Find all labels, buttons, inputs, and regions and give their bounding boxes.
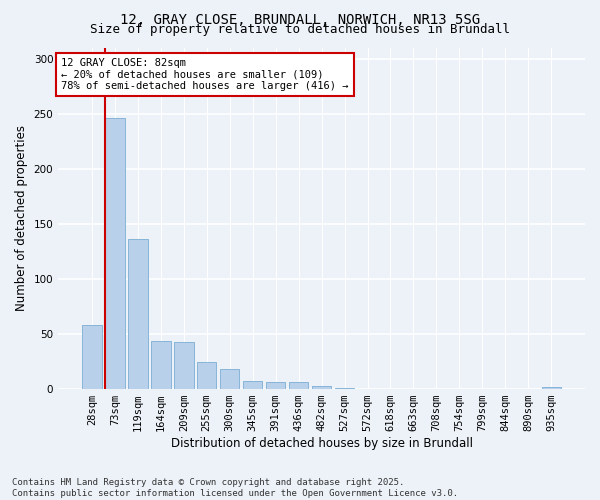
Text: Size of property relative to detached houses in Brundall: Size of property relative to detached ho… bbox=[90, 22, 510, 36]
Bar bbox=[312, 386, 331, 389]
Bar bbox=[289, 382, 308, 389]
Bar bbox=[220, 369, 239, 389]
Text: Contains HM Land Registry data © Crown copyright and database right 2025.
Contai: Contains HM Land Registry data © Crown c… bbox=[12, 478, 458, 498]
Bar bbox=[151, 340, 170, 389]
Bar bbox=[105, 118, 125, 389]
Bar bbox=[266, 382, 286, 389]
X-axis label: Distribution of detached houses by size in Brundall: Distribution of detached houses by size … bbox=[170, 437, 473, 450]
Bar bbox=[128, 239, 148, 389]
Text: 12 GRAY CLOSE: 82sqm
← 20% of detached houses are smaller (109)
78% of semi-deta: 12 GRAY CLOSE: 82sqm ← 20% of detached h… bbox=[61, 58, 349, 91]
Bar bbox=[82, 325, 101, 389]
Y-axis label: Number of detached properties: Number of detached properties bbox=[15, 126, 28, 312]
Bar bbox=[174, 342, 194, 389]
Text: 12, GRAY CLOSE, BRUNDALL, NORWICH, NR13 5SG: 12, GRAY CLOSE, BRUNDALL, NORWICH, NR13 … bbox=[120, 12, 480, 26]
Bar bbox=[542, 387, 561, 389]
Bar bbox=[243, 382, 262, 389]
Bar bbox=[335, 388, 355, 389]
Bar bbox=[197, 362, 217, 389]
